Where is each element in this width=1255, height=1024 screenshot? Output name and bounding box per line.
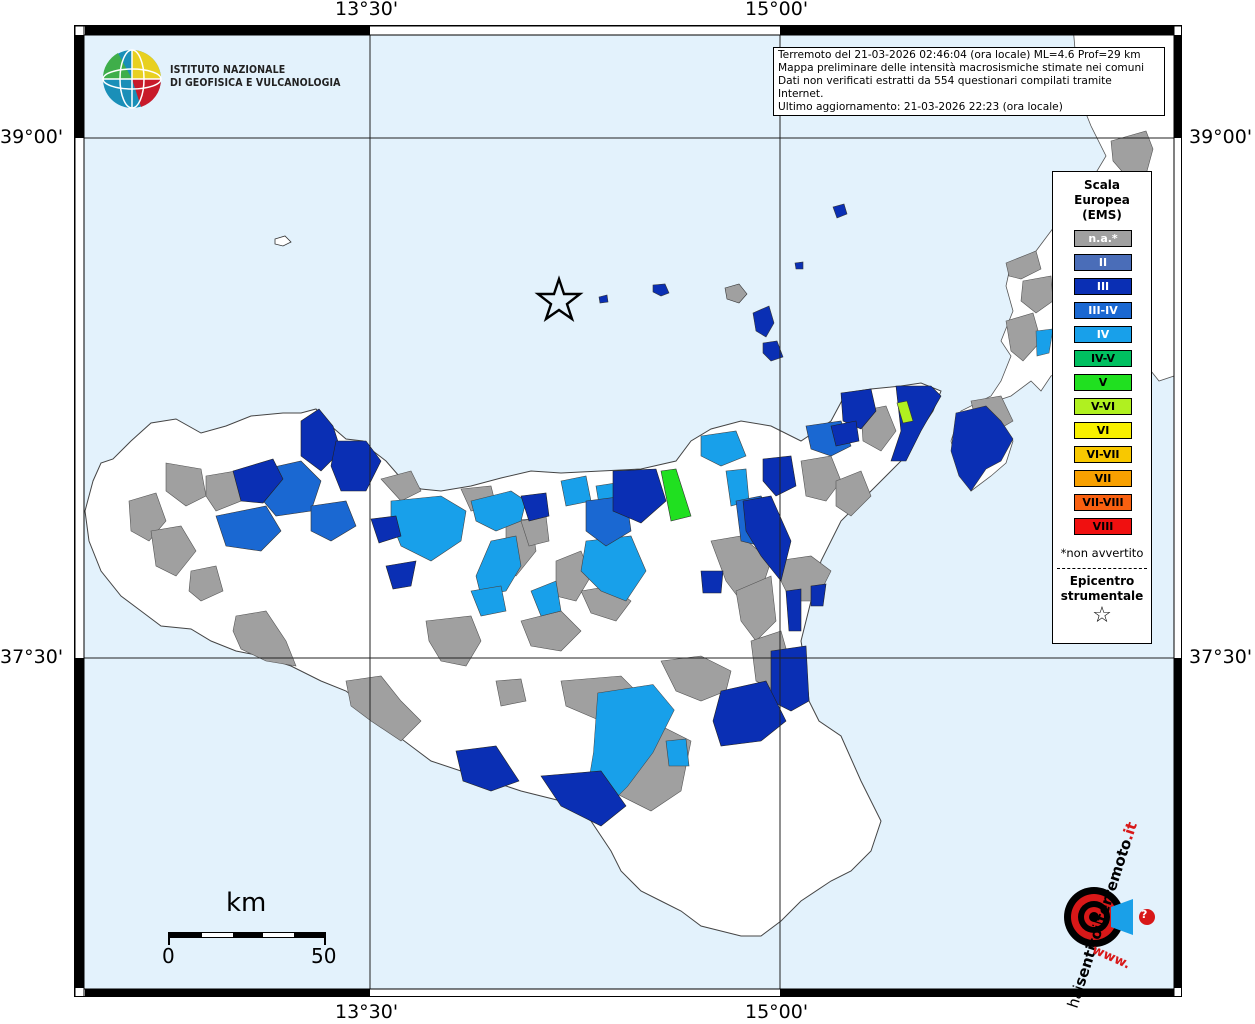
calabria-iii-1 — [950, 405, 1014, 492]
calabria-na-2 — [1020, 275, 1054, 314]
info-line3: Dati non verificati estratti da 554 ques… — [778, 75, 1112, 100]
legend-swatch: n.a.* — [1074, 230, 1132, 247]
legend-epicenter: Epicentro strumentale ☆ — [1053, 574, 1151, 628]
v-vi-region — [896, 400, 914, 424]
graticule — [75, 26, 1181, 996]
earthquake-info-box: Terremoto del 21-03-2026 02:46:04 (ora l… — [773, 47, 1165, 116]
info-line4: Ultimo aggiornamento: 21-03-2026 22:23 (… — [778, 101, 1063, 113]
brand-wordmark: haisentitoilterremoto.it www. ? — [1035, 820, 1155, 1011]
lat-label-left-lower: 37°30' — [0, 646, 64, 668]
ingv-line1: ISTITUTO NAZIONALE — [170, 64, 286, 76]
frame-border — [75, 26, 1181, 996]
legend-swatch: IV-V — [1074, 350, 1132, 367]
scale-bar — [168, 932, 326, 945]
legend-swatch: V-VI — [1074, 398, 1132, 415]
scale-min-label: 0 — [162, 944, 175, 968]
island-ustica — [274, 235, 292, 247]
brand-logo-icon — [1064, 887, 1155, 947]
lat-label-right-upper: 39°00' — [1189, 126, 1253, 148]
legend-note: *non avvertito — [1060, 546, 1144, 560]
lon-label-bottom-right: 15°00' — [745, 1001, 809, 1023]
map-canvas — [75, 26, 1181, 996]
legend-swatch: VIII — [1074, 518, 1132, 535]
legend-swatch: III — [1074, 278, 1132, 295]
lon-label-top-left: 13°30' — [335, 0, 399, 20]
legend-swatch: V — [1074, 374, 1132, 391]
ems-legend: Scala Europea (EMS) n.a.* II III III-IV IV IV… — [1052, 171, 1152, 644]
scale-unit-label: km — [226, 888, 267, 918]
island-lipari — [752, 305, 775, 338]
island-filicudi — [652, 283, 670, 297]
lat-label-left-upper: 39°00' — [0, 126, 64, 148]
lon-label-bottom-left: 13°30' — [335, 1001, 399, 1023]
v-region — [660, 468, 692, 522]
info-line2: Mappa preliminare delle intensità macros… — [778, 62, 1145, 74]
ingv-line2: DI GEOFISICA E VULCANOLOGIA — [170, 77, 341, 89]
info-line1: Terremoto del 21-03-2026 02:46:04 (ora l… — [778, 49, 1141, 61]
legend-swatch: VII-VIII — [1074, 494, 1132, 511]
legend-star-icon: ☆ — [1092, 603, 1112, 628]
map-frame — [74, 25, 1182, 997]
legend-swatch: VII — [1074, 470, 1132, 487]
epicenter-star-icon — [534, 275, 584, 323]
legend-swatch: IV — [1074, 326, 1132, 343]
ingv-logo-text: ISTITUTO NAZIONALE DI GEOFISICA E VULCAN… — [170, 64, 341, 90]
legend-title: Scala Europea (EMS) — [1053, 178, 1151, 223]
legend-epicenter-line2: strumentale — [1060, 589, 1144, 603]
legend-swatch: VI-VII — [1074, 446, 1132, 463]
legend-title-line3: (EMS) — [1082, 208, 1122, 222]
lon-label-top-right: 15°00' — [745, 0, 809, 20]
legend-title-line1: Scala — [1083, 178, 1121, 192]
scale-max-label: 50 — [311, 944, 337, 968]
iv-regions — [390, 430, 750, 813]
calabria-na-3 — [1005, 312, 1042, 362]
legend-epicenter-line1: Epicentro — [1069, 574, 1135, 588]
island-stromboli — [832, 203, 848, 219]
island-alicudi — [598, 294, 609, 304]
legend-title-line2: Europea — [1074, 193, 1130, 207]
lat-label-right-lower: 37°30' — [1189, 646, 1253, 668]
legend-swatch: II — [1074, 254, 1132, 271]
island-vulcano — [762, 340, 784, 362]
legend-separator — [1057, 568, 1147, 569]
calabria-iv-1 — [1035, 328, 1054, 357]
brand-www-text: www. — [1089, 942, 1133, 973]
island-panarea — [794, 261, 804, 270]
legend-swatch: III-IV — [1074, 302, 1132, 319]
calabria-na-1 — [1005, 250, 1042, 280]
brand-question-icon: ? — [1141, 908, 1148, 921]
ingv-globe-icon — [102, 49, 162, 109]
island-salina — [724, 283, 748, 304]
legend-swatch: VI — [1074, 422, 1132, 439]
